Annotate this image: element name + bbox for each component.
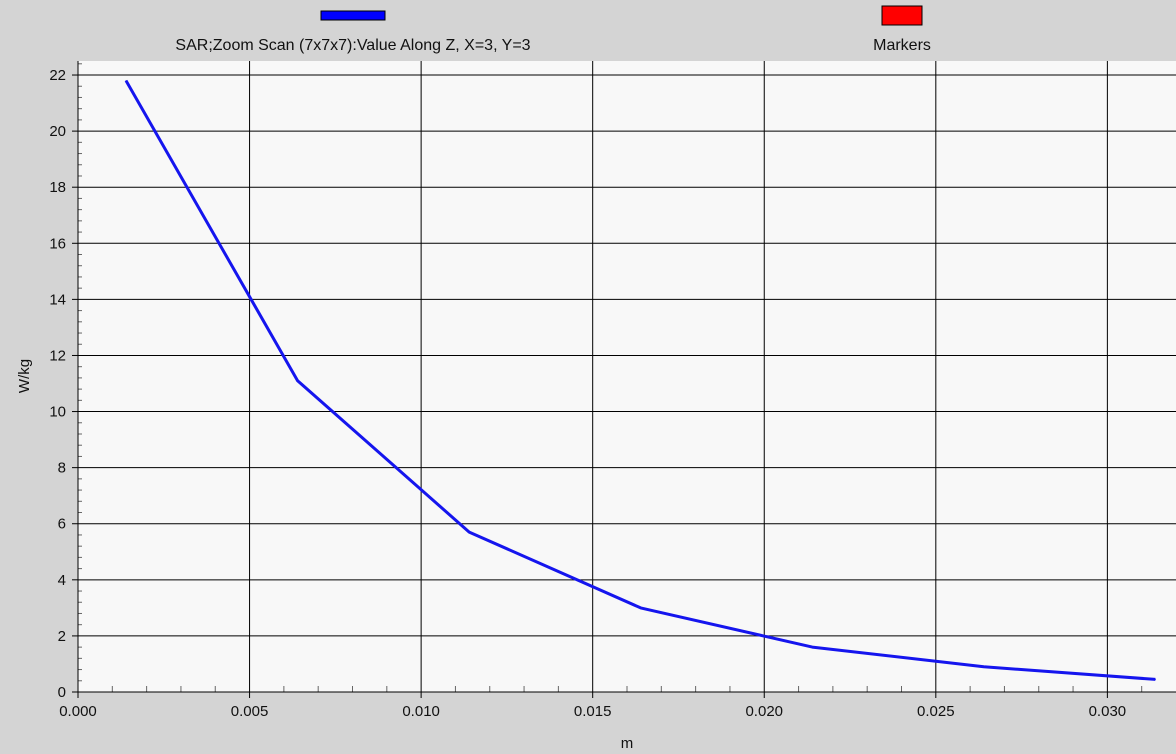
x-tick-label: 0.020 — [745, 703, 783, 720]
x-tick-labels: 0.000 0.005 0.010 0.015 0.020 0.025 0.030 — [59, 703, 1126, 720]
y-axis-label: W/kg — [16, 359, 33, 393]
y-tick-label: 8 — [58, 460, 66, 477]
x-tick-label: 0.030 — [1089, 703, 1127, 720]
data-point — [468, 531, 470, 533]
data-point — [297, 380, 299, 382]
x-axis-label: m — [621, 735, 634, 752]
legend-swatch-markers[interactable] — [881, 5, 923, 26]
x-tick-label: 0.025 — [917, 703, 955, 720]
y-tick-label: 10 — [49, 404, 66, 421]
y-tick-label: 12 — [49, 347, 66, 364]
minor-ticks — [72, 63, 1143, 698]
legend-swatch-series[interactable] — [320, 10, 386, 21]
data-point — [1154, 678, 1156, 680]
data-point — [640, 607, 642, 609]
x-tick-label: 0.000 — [59, 703, 97, 720]
y-tick-label: 2 — [58, 628, 66, 645]
legend-label-markers: Markers — [873, 37, 931, 54]
y-tick-label: 0 — [58, 684, 66, 701]
y-tick-label: 22 — [49, 67, 66, 84]
x-tick-label: 0.010 — [402, 703, 440, 720]
legend-label-series: SAR;Zoom Scan (7x7x7):Value Along Z, X=3… — [175, 37, 530, 54]
x-tick-label: 0.005 — [231, 703, 269, 720]
series-layer — [124, 79, 1156, 681]
y-tick-labels: 0 2 4 6 8 10 12 14 16 18 20 22 — [49, 67, 66, 701]
y-tick-label: 6 — [58, 516, 66, 533]
y-tick-label: 4 — [58, 572, 66, 589]
data-point — [811, 646, 813, 648]
x-tick-label: 0.015 — [574, 703, 612, 720]
y-tick-label: 14 — [49, 291, 66, 308]
plot-background — [78, 61, 1176, 692]
data-point — [125, 80, 127, 82]
data-point — [983, 666, 985, 668]
y-tick-label: 18 — [49, 179, 66, 196]
y-tick-label: 16 — [49, 235, 66, 252]
y-tick-label: 20 — [49, 123, 66, 140]
